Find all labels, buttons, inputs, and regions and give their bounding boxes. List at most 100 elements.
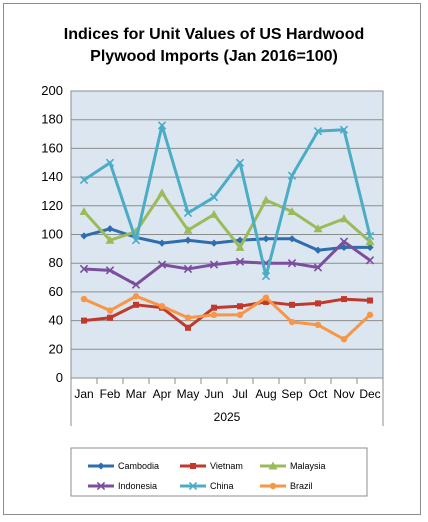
legend-marker (269, 482, 277, 490)
vietnam-point (367, 297, 373, 304)
indonesia-point (235, 257, 245, 266)
cambodia-point (288, 235, 296, 243)
y-axis: 0 20 40 60 80 100 120 140 160 180 200 (41, 83, 63, 385)
vietnam-point (185, 324, 191, 331)
indonesia-point (209, 260, 219, 269)
china-point (287, 171, 297, 180)
y-tick-label: 120 (41, 198, 63, 213)
indonesia-point (157, 260, 167, 269)
indonesia-point (313, 263, 323, 272)
cambodia-point (340, 243, 348, 252)
x-tick-label: Jul (232, 387, 247, 401)
chart-title-line-2: Plywood Imports (Jan 2016=100) (90, 48, 338, 65)
y-tick-label: 40 (49, 313, 63, 328)
malaysia-point (365, 237, 375, 246)
series-malaysia (79, 188, 375, 251)
china-point (157, 121, 167, 130)
malaysia-point (157, 188, 167, 197)
indonesia-point (131, 280, 141, 289)
legend-item-cambodia: Cambodia (88, 461, 159, 471)
brazil-line (83, 294, 372, 341)
brazil-point (262, 294, 270, 301)
china-point (365, 231, 375, 241)
legend-label: Indonesia (118, 481, 157, 491)
legend-item-indonesia: Indonesia (88, 481, 157, 491)
x-tick-label: Feb (100, 387, 121, 401)
legend-marker (97, 462, 105, 470)
series-indonesia (79, 237, 375, 289)
vietnam-line (83, 297, 371, 330)
legend-label: Vietnam (210, 461, 243, 471)
china-point (183, 208, 193, 218)
x-tick-label: Oct (309, 387, 328, 401)
series-cambodia (80, 225, 374, 254)
malaysia-point (313, 224, 323, 233)
legend-label: Brazil (290, 481, 313, 491)
indonesia-point (339, 237, 349, 246)
cambodia-point (210, 239, 218, 247)
x-tick-label: Jun (204, 387, 223, 401)
indonesia-point (365, 256, 375, 265)
series-brazil (80, 293, 374, 343)
china-point (313, 127, 323, 136)
x-tick-label: Mar (126, 387, 147, 401)
malaysia-point (261, 195, 271, 204)
y-tick-label: 100 (41, 227, 63, 242)
malaysia-point (235, 242, 245, 251)
brazil-point (340, 336, 348, 343)
indonesia-point (105, 266, 115, 275)
brazil-point (288, 318, 296, 326)
cambodia-point (366, 243, 374, 252)
legend-marker (190, 463, 196, 469)
cambodia-point (158, 239, 166, 247)
china-point (261, 271, 271, 281)
legend-label: China (210, 481, 234, 491)
series-vietnam (81, 296, 373, 331)
x-tick-label: Dec (359, 387, 380, 401)
x-axis-year-label: 2025 (214, 410, 241, 424)
chart-title-line-1: Indices for Unit Values of US Hardwood (63, 26, 365, 43)
brazil-point (106, 307, 114, 314)
y-tick-label: 160 (41, 140, 63, 155)
legend-marker (188, 481, 198, 491)
cambodia-point (80, 232, 88, 240)
indonesia-line (83, 240, 371, 287)
brazil-point (80, 295, 88, 303)
china-line (83, 123, 372, 278)
x-tick-label: Apr (153, 387, 172, 401)
vietnam-point (107, 314, 113, 321)
malaysia-point (105, 235, 115, 244)
china-point (131, 236, 141, 245)
gridlines (71, 90, 383, 350)
cambodia-line (83, 227, 370, 252)
vietnam-point (289, 301, 295, 308)
legend-marker (268, 461, 278, 470)
malaysia-point (287, 207, 297, 216)
vietnam-point (263, 298, 269, 305)
cambodia-point (184, 236, 192, 244)
vietnam-point (315, 300, 321, 307)
brazil-point (132, 293, 140, 300)
vietnam-point (211, 304, 217, 311)
cambodia-point (314, 246, 322, 254)
y-tick-label: 180 (41, 112, 63, 127)
malaysia-point (339, 214, 349, 223)
brazil-point (236, 311, 244, 319)
china-point (235, 158, 245, 167)
china-point (79, 175, 89, 185)
china-point (105, 158, 115, 167)
malaysia-point (209, 209, 219, 218)
legend-item-china: China (180, 481, 234, 491)
malaysia-line (82, 191, 371, 249)
chart-title: Indices for Unit Values of US Hardwood P… (0, 24, 428, 68)
x-tick-label: Nov (333, 387, 354, 401)
indonesia-point (287, 259, 297, 268)
x-tick-label: Sep (281, 387, 303, 401)
series-lines (79, 121, 375, 343)
vietnam-point (237, 303, 243, 310)
vietnam-point (81, 317, 87, 324)
legend-marker (96, 481, 106, 491)
brazil-point (210, 311, 218, 319)
brazil-point (366, 311, 374, 319)
